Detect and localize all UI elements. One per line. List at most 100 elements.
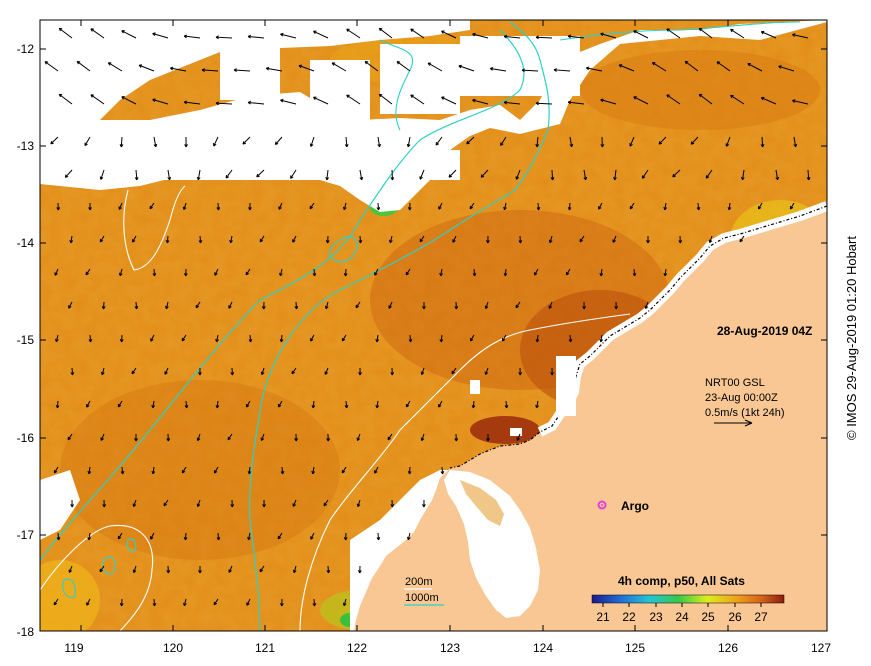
current-vector-head bbox=[658, 141, 663, 145]
current-vector-head bbox=[536, 207, 541, 211]
current-vector bbox=[153, 268, 156, 277]
current-vector-head bbox=[163, 502, 167, 507]
current-vector-head bbox=[666, 28, 670, 32]
current-vector bbox=[355, 301, 361, 309]
current-vector bbox=[441, 30, 457, 39]
current-vector-head bbox=[730, 94, 734, 99]
current-vector-head bbox=[166, 438, 171, 442]
current-vector-head bbox=[309, 143, 314, 147]
current-vector bbox=[135, 301, 138, 310]
current-vector-head bbox=[64, 174, 69, 178]
current-vector-head bbox=[503, 272, 508, 277]
current-vector bbox=[70, 235, 73, 243]
current-vector-head bbox=[518, 372, 523, 376]
current-vector-head bbox=[50, 140, 54, 145]
current-vector bbox=[364, 61, 379, 72]
current-vector bbox=[132, 235, 137, 243]
current-vector-head bbox=[439, 338, 444, 343]
current-vector-head bbox=[484, 305, 489, 310]
current-vector bbox=[54, 268, 59, 276]
current-vector bbox=[152, 400, 155, 408]
current-vector-head bbox=[503, 100, 508, 105]
current-vector bbox=[389, 235, 393, 243]
current-vector bbox=[246, 598, 251, 606]
current-vector-head bbox=[440, 471, 445, 475]
current-vector-head bbox=[58, 93, 63, 98]
current-vector-head bbox=[279, 272, 283, 277]
current-vector bbox=[519, 235, 522, 244]
current-vector bbox=[310, 136, 315, 147]
lon-tick-label: 119 bbox=[64, 641, 83, 655]
current-vector bbox=[705, 169, 713, 179]
current-vector bbox=[58, 93, 73, 105]
current-vector-head bbox=[387, 436, 391, 441]
current-vector-head bbox=[277, 535, 282, 540]
current-vector-head bbox=[696, 207, 701, 211]
current-vector bbox=[438, 400, 443, 408]
current-vector bbox=[153, 136, 157, 147]
current-vector bbox=[233, 69, 251, 72]
isobath-200m-label: 200m bbox=[405, 576, 433, 588]
current-vector-head bbox=[567, 34, 572, 39]
current-vector-head bbox=[346, 28, 350, 33]
current-vector bbox=[521, 69, 539, 72]
current-vector bbox=[101, 367, 105, 375]
current-vector-head bbox=[259, 568, 263, 573]
current-vector bbox=[629, 202, 635, 210]
current-vector-head bbox=[375, 404, 380, 409]
current-vector bbox=[345, 400, 348, 409]
current-vector bbox=[197, 499, 201, 507]
current-vector-head bbox=[248, 339, 253, 343]
current-vector-head bbox=[454, 438, 459, 442]
current-vector bbox=[409, 334, 412, 343]
current-vector-head bbox=[503, 206, 507, 211]
current-vector-head bbox=[356, 437, 361, 441]
current-vector-head bbox=[599, 338, 604, 343]
king-sound-inlet bbox=[444, 470, 540, 618]
current-vector-head bbox=[68, 569, 73, 573]
current-vector-head bbox=[107, 62, 112, 66]
current-vector bbox=[86, 400, 91, 408]
current-vector-head bbox=[612, 239, 616, 243]
current-vector bbox=[55, 334, 59, 342]
current-vector-head bbox=[196, 437, 201, 441]
current-vector-head bbox=[134, 306, 139, 310]
current-vector-head bbox=[757, 206, 762, 210]
current-vector bbox=[504, 35, 521, 39]
current-vector bbox=[652, 62, 667, 72]
current-vector bbox=[505, 400, 508, 409]
current-vector-head bbox=[375, 338, 380, 343]
current-vector bbox=[485, 367, 489, 375]
current-vector bbox=[793, 136, 797, 147]
lon-tick-label: 125 bbox=[625, 641, 645, 655]
current-vector-head bbox=[280, 98, 284, 103]
current-vector-head bbox=[806, 177, 811, 181]
current-vector-head bbox=[86, 602, 90, 606]
current-vector-head bbox=[405, 271, 410, 276]
current-vector bbox=[131, 367, 137, 375]
current-vector-head bbox=[292, 239, 296, 243]
current-vector bbox=[378, 27, 393, 39]
current-vector bbox=[230, 235, 233, 243]
current-vector bbox=[58, 27, 73, 39]
current-vector bbox=[121, 466, 124, 475]
current-vector bbox=[470, 334, 475, 342]
current-vector-head bbox=[53, 469, 58, 474]
current-vector bbox=[278, 202, 283, 210]
current-vector bbox=[554, 69, 571, 72]
current-vector-head bbox=[150, 536, 154, 540]
current-vector bbox=[202, 69, 219, 72]
current-vector bbox=[217, 532, 220, 541]
current-vector bbox=[374, 268, 379, 276]
current-vector-head bbox=[503, 34, 508, 39]
current-vector-head bbox=[260, 437, 265, 441]
current-vector-head bbox=[632, 273, 637, 277]
current-vector bbox=[90, 28, 105, 39]
current-vector bbox=[376, 334, 379, 342]
current-vector bbox=[536, 400, 539, 408]
current-vector bbox=[216, 334, 219, 342]
current-vector-head bbox=[309, 205, 314, 210]
current-vector-head bbox=[419, 176, 423, 180]
current-vector-head bbox=[279, 603, 284, 607]
current-vector-head bbox=[792, 33, 796, 37]
